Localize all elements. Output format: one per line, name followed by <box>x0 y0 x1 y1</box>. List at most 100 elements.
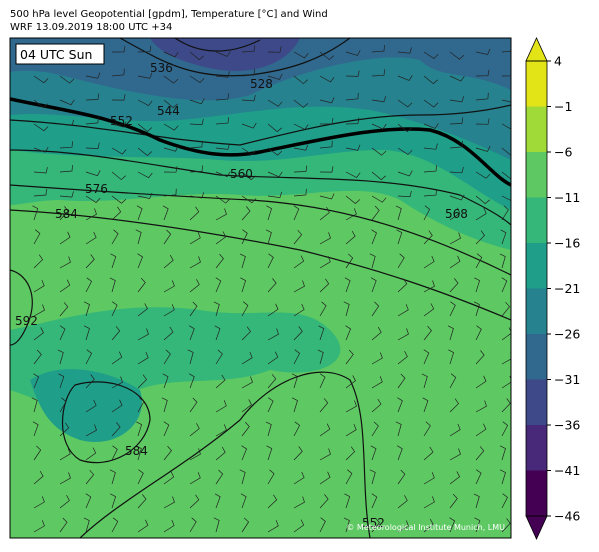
wind-barb <box>83 517 90 533</box>
wind-barb <box>189 279 200 293</box>
wind-barb <box>59 279 71 293</box>
wind-barb <box>189 373 195 389</box>
wind-barb <box>241 147 257 156</box>
wind-barb <box>291 373 298 389</box>
wind-barb <box>163 145 179 152</box>
wind-barb <box>213 517 220 533</box>
colorbar-tick-label: −26 <box>554 327 580 342</box>
wind-barb <box>59 517 68 533</box>
wind-barb <box>109 277 116 293</box>
wind-barb <box>395 421 402 437</box>
wind-barb <box>266 205 273 221</box>
wind-barb <box>163 519 175 533</box>
wind-barb <box>215 349 223 365</box>
wind-barb <box>85 93 100 101</box>
wind-barb <box>345 469 353 485</box>
wind-barb <box>267 397 274 413</box>
wind-barb <box>397 170 413 177</box>
wind-barb <box>501 99 511 103</box>
wind-barb <box>397 75 413 81</box>
wind-barb <box>163 421 170 437</box>
wind-barb <box>266 445 273 461</box>
wind-barb <box>319 448 331 461</box>
wind-barb <box>163 99 179 109</box>
wind-barb <box>85 399 97 413</box>
wind-barb <box>475 375 487 389</box>
wind-barb <box>423 303 435 317</box>
wind-barb <box>319 166 334 173</box>
wind-barb <box>423 143 438 150</box>
wind-barb <box>423 205 431 221</box>
wind-barb <box>449 448 461 461</box>
wind-barb <box>371 301 380 317</box>
wind-barb <box>397 495 408 509</box>
wind-barb <box>317 349 324 365</box>
wind-barb <box>161 397 168 413</box>
wind-barb <box>293 205 300 221</box>
contour-label: 584 <box>55 207 78 221</box>
wind-barb <box>345 230 356 245</box>
wind-barb <box>501 398 511 413</box>
colorbar-segment <box>526 470 547 516</box>
colorbar-segment <box>526 152 547 198</box>
wind-barb <box>475 92 489 101</box>
wind-barb <box>241 301 249 317</box>
wind-barb <box>189 51 205 61</box>
wind-barb <box>137 45 152 53</box>
wind-barb <box>111 171 127 181</box>
wind-barb <box>57 349 64 365</box>
wind-barb <box>319 517 326 533</box>
wind-barb <box>293 326 303 341</box>
wind-barb <box>397 520 409 533</box>
wind-barb <box>423 123 439 129</box>
wind-barb <box>33 146 49 153</box>
wind-barb <box>59 302 69 317</box>
wind-barb <box>241 399 252 413</box>
wind-barb <box>189 423 200 437</box>
wind-barb <box>267 191 283 198</box>
wind-barb <box>111 121 127 128</box>
wind-barb <box>110 253 117 269</box>
wind-barb <box>59 141 73 149</box>
colorbar-tick-label: −6 <box>554 145 572 160</box>
wind-barb <box>189 165 204 173</box>
wind-barb <box>59 422 70 437</box>
wind-barb <box>319 51 335 61</box>
colorbar-segment <box>526 334 547 380</box>
wind-barb <box>162 373 169 389</box>
colorbar-segment <box>526 379 547 425</box>
wind-barb <box>423 349 430 365</box>
wind-barb <box>344 277 351 293</box>
wind-barb <box>475 230 485 245</box>
wind-barb <box>501 195 511 201</box>
wind-barb <box>501 75 511 77</box>
title: 500 hPa level Geopotential [gpdm], Tempe… <box>10 9 328 20</box>
colorbar-tick-label: −21 <box>554 281 580 296</box>
wind-barb <box>345 349 354 365</box>
wind-barb <box>110 493 117 509</box>
wind-barb <box>449 373 457 389</box>
wind-barb <box>59 397 67 413</box>
contour-label: 536 <box>150 61 173 75</box>
wind-barb <box>240 493 247 509</box>
wind-barb <box>319 117 334 125</box>
wind-barb <box>85 349 93 365</box>
wind-barb <box>111 517 119 533</box>
contour-label: 592 <box>15 314 38 328</box>
wind-barb <box>475 350 485 365</box>
wind-barb <box>501 352 511 365</box>
wind-barb <box>241 195 257 204</box>
wind-barb <box>501 171 511 180</box>
contour-label: 568 <box>445 207 468 221</box>
wind-barb <box>137 397 145 413</box>
wind-barb <box>137 328 149 341</box>
wind-barb <box>423 165 437 173</box>
wind-barb <box>501 205 509 221</box>
wind-barb <box>397 190 412 198</box>
colorbar-segment <box>526 243 547 289</box>
wind-barb <box>137 519 149 533</box>
wind-barb <box>319 494 329 509</box>
wind-barb <box>501 301 510 317</box>
wind-barb <box>33 470 44 485</box>
